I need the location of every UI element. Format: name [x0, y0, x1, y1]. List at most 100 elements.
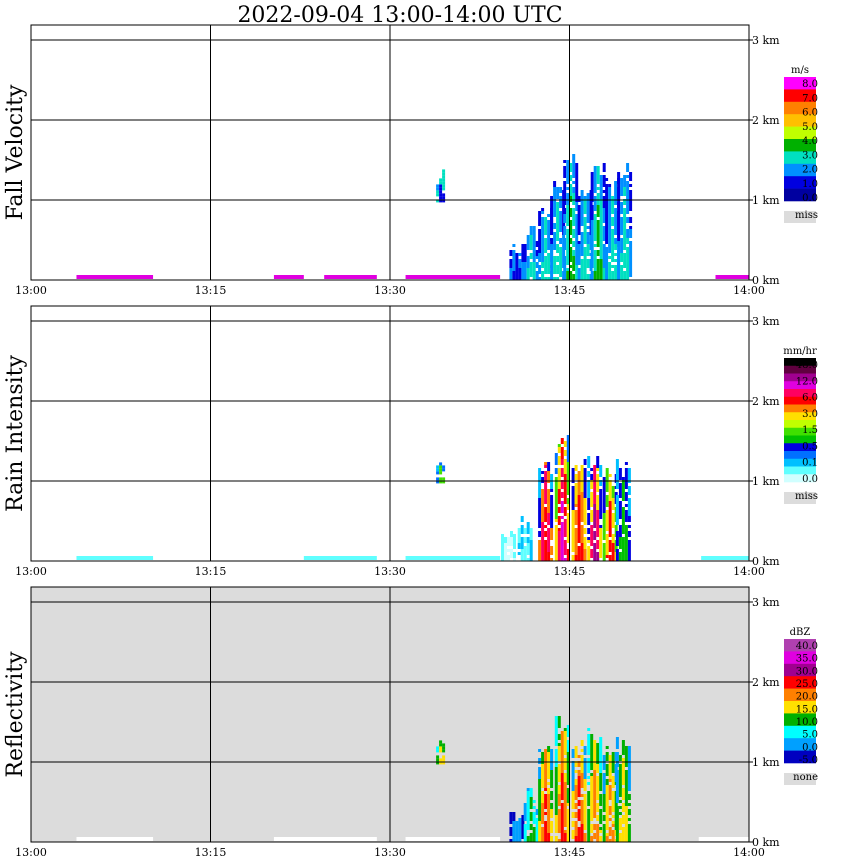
precip-pixel	[544, 552, 548, 555]
precip-pixel	[617, 190, 621, 193]
precip-pixel	[599, 504, 603, 507]
legend-swatch	[784, 176, 816, 189]
precip-pixel	[599, 235, 603, 238]
precip-pixel	[587, 782, 591, 785]
precip-pixel	[602, 507, 606, 510]
precip-pixel	[442, 175, 446, 179]
precip-pixel	[504, 549, 507, 552]
precip-pixel	[574, 833, 578, 836]
precip-pixel	[621, 839, 625, 842]
precip-pixel	[554, 543, 558, 546]
precip-pixel	[544, 510, 548, 513]
precip-pixel	[590, 238, 594, 241]
precip-pixel	[547, 268, 551, 271]
precip-pixel	[509, 268, 513, 271]
precip-pixel	[617, 217, 621, 220]
precip-pixel	[541, 256, 545, 259]
precip-pixel	[602, 226, 606, 229]
precip-pixel	[563, 459, 567, 462]
precip-pixel	[557, 444, 561, 447]
precip-pixel	[587, 501, 591, 504]
precip-pixel	[583, 752, 587, 755]
precip-pixel	[617, 229, 621, 232]
precip-pixel	[599, 743, 603, 746]
precip-pixel	[529, 794, 533, 797]
precip-pixel	[509, 274, 513, 277]
precip-pixel	[550, 513, 554, 516]
precip-pixel	[596, 839, 600, 842]
precip-pixel	[529, 256, 533, 259]
precip-pixel	[602, 546, 606, 549]
precip-pixel	[554, 737, 558, 740]
precip-pixel	[563, 830, 567, 833]
precip-pixel	[550, 501, 554, 504]
precip-pixel	[439, 743, 443, 747]
precip-pixel	[605, 498, 609, 501]
precip-pixel	[538, 785, 542, 788]
precip-pixel	[515, 265, 519, 268]
precip-pixel	[560, 525, 564, 528]
precip-pixel	[544, 534, 548, 537]
precip-pixel	[611, 839, 615, 842]
precip-pixel	[544, 785, 548, 788]
precip-pixel	[547, 755, 551, 758]
precip-pixel	[560, 785, 564, 788]
precip-pixel	[563, 779, 567, 782]
precip-pixel	[557, 459, 561, 462]
precip-pixel	[605, 223, 609, 226]
precip-pixel	[554, 824, 558, 827]
precip-pixel	[583, 462, 587, 465]
precip-pixel	[602, 169, 606, 172]
precip-pixel	[602, 220, 606, 223]
precip-pixel	[523, 265, 527, 268]
precip-pixel	[535, 839, 539, 842]
precip-pixel	[621, 836, 625, 839]
precip-pixel	[442, 187, 446, 191]
precip-pixel	[621, 558, 625, 561]
precip-pixel	[523, 552, 527, 555]
precip-pixel	[590, 549, 594, 552]
precip-pixel	[599, 265, 603, 268]
precip-pixel	[586, 238, 590, 241]
precip-pixel	[532, 247, 536, 250]
precip-pixel	[587, 821, 591, 824]
precip-cell	[509, 812, 525, 842]
precip-pixel	[550, 271, 554, 274]
precip-pixel	[590, 504, 594, 507]
precip-pixel	[520, 531, 524, 534]
precip-pixel	[617, 247, 621, 250]
precip-pixel	[599, 534, 603, 537]
precip-pixel	[608, 265, 612, 268]
precip-pixel	[566, 498, 570, 501]
precip-pixel	[599, 555, 603, 558]
precip-pixel	[575, 274, 579, 277]
precip-pixel	[557, 507, 561, 510]
precip-pixel	[618, 767, 622, 770]
precip-pixel	[583, 773, 587, 776]
precip-pixel	[547, 522, 551, 525]
precip-pixel	[614, 767, 618, 770]
precip-pixel	[538, 824, 542, 827]
precip-pixel	[523, 268, 527, 271]
precip-pixel	[614, 214, 618, 217]
precip-pixel	[541, 211, 545, 214]
precip-pixel	[541, 522, 545, 525]
x-tick-label: 13:15	[195, 846, 227, 859]
precip-pixel	[574, 803, 578, 806]
precip-pixel	[544, 758, 548, 761]
precip-pixel	[587, 519, 591, 522]
precip-pixel	[590, 806, 594, 809]
legend-label: 6.0	[802, 108, 818, 119]
precip-pixel	[569, 259, 573, 262]
legend-swatch	[784, 427, 816, 436]
precip-pixel	[590, 184, 594, 187]
precip-pixel	[571, 519, 575, 522]
precip-pixel	[563, 277, 567, 280]
precip-pixel	[557, 770, 561, 773]
precip-pixel	[587, 743, 591, 746]
precip-pixel	[627, 773, 631, 776]
precip-pixel	[541, 546, 545, 549]
precip-pixel	[580, 818, 584, 821]
precip-pixel	[611, 489, 615, 492]
precip-pixel	[621, 821, 625, 824]
